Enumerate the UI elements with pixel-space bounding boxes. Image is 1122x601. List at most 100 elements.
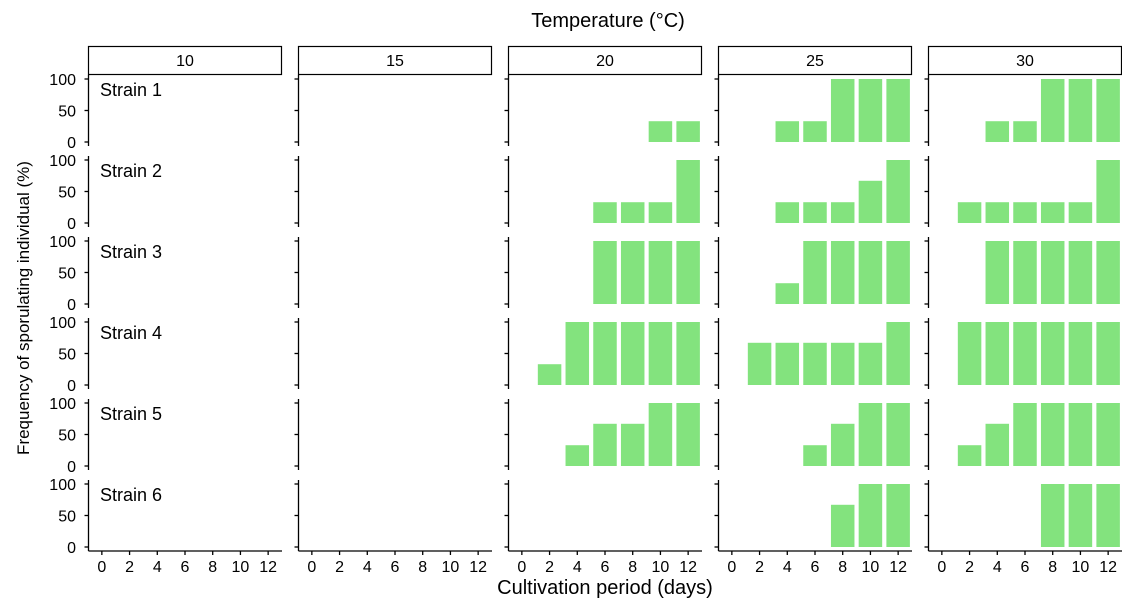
x-tick-label: 10 bbox=[232, 559, 250, 576]
x-tick-label: 0 bbox=[517, 559, 526, 576]
y-axis-label: Frequency of sporulating individual (%) bbox=[14, 161, 33, 455]
bar bbox=[858, 241, 883, 304]
x-tick-label: 0 bbox=[727, 559, 736, 576]
bar bbox=[648, 202, 673, 223]
bar bbox=[1096, 241, 1120, 304]
bar bbox=[1068, 202, 1093, 223]
facet-label-10: 10 bbox=[176, 53, 194, 70]
x-tick-label: 0 bbox=[97, 559, 106, 576]
x-tick-label: 8 bbox=[208, 559, 217, 576]
x-tick-label: 4 bbox=[363, 559, 372, 576]
y-tick-label: 50 bbox=[58, 185, 76, 202]
bar bbox=[803, 342, 827, 385]
y-tick-label: 50 bbox=[58, 347, 76, 364]
bar bbox=[1068, 322, 1093, 385]
bar bbox=[1013, 241, 1037, 304]
x-tick-label: 6 bbox=[811, 559, 820, 576]
x-tick-label: 10 bbox=[1072, 559, 1090, 576]
x-tick-label: 2 bbox=[125, 559, 134, 576]
bar bbox=[886, 403, 910, 466]
y-tick-label: 100 bbox=[49, 153, 76, 170]
x-tick-label: 6 bbox=[391, 559, 400, 576]
bar bbox=[593, 202, 617, 223]
bar bbox=[620, 322, 645, 385]
bar bbox=[620, 202, 645, 223]
bar bbox=[648, 403, 673, 466]
bar bbox=[886, 484, 910, 547]
bar bbox=[858, 79, 883, 142]
x-tick-label: 2 bbox=[965, 559, 974, 576]
x-tick-label: 0 bbox=[307, 559, 316, 576]
bar bbox=[957, 202, 982, 223]
bar bbox=[676, 241, 700, 304]
bar bbox=[648, 121, 673, 142]
facet-strip-15 bbox=[297, 45, 493, 76]
y-tick-label: 0 bbox=[67, 297, 76, 314]
bar bbox=[1040, 403, 1065, 466]
facet-strip-30 bbox=[927, 45, 1122, 76]
y-tick-label: 0 bbox=[67, 459, 76, 476]
bar bbox=[1040, 79, 1065, 142]
facet-strip-20 bbox=[507, 45, 703, 76]
chart-title: Temperature (°C) bbox=[531, 10, 685, 32]
bar bbox=[830, 342, 855, 385]
x-tick-label: 10 bbox=[862, 559, 880, 576]
bar bbox=[1096, 322, 1120, 385]
bar bbox=[593, 423, 617, 466]
strain-label: Strain 4 bbox=[100, 323, 162, 343]
facet-label-20: 20 bbox=[596, 53, 614, 70]
bar bbox=[1040, 202, 1065, 223]
bar bbox=[593, 322, 617, 385]
bar bbox=[1013, 403, 1037, 466]
bar bbox=[1040, 322, 1065, 385]
x-tick-label: 10 bbox=[442, 559, 460, 576]
bar bbox=[1096, 160, 1120, 223]
bar bbox=[803, 241, 827, 304]
x-tick-label: 4 bbox=[993, 559, 1002, 576]
bar bbox=[830, 504, 855, 547]
bar bbox=[985, 322, 1010, 385]
bar bbox=[985, 423, 1010, 466]
bar bbox=[747, 342, 772, 385]
bar bbox=[676, 160, 700, 223]
bar bbox=[676, 322, 700, 385]
x-tick-label: 6 bbox=[181, 559, 190, 576]
bar bbox=[803, 445, 827, 466]
x-tick-label: 8 bbox=[628, 559, 637, 576]
y-tick-label: 0 bbox=[67, 135, 76, 152]
x-tick-label: 6 bbox=[1021, 559, 1030, 576]
bar bbox=[1068, 79, 1093, 142]
bar bbox=[593, 241, 617, 304]
facet-label-30: 30 bbox=[1016, 53, 1034, 70]
y-tick-label: 50 bbox=[58, 428, 76, 445]
bar bbox=[858, 342, 883, 385]
strain-label: Strain 6 bbox=[100, 485, 162, 505]
x-tick-label: 6 bbox=[601, 559, 610, 576]
x-tick-label: 8 bbox=[418, 559, 427, 576]
bar bbox=[1096, 79, 1120, 142]
y-tick-label: 0 bbox=[67, 378, 76, 395]
bar bbox=[565, 322, 590, 385]
y-tick-label: 50 bbox=[58, 266, 76, 283]
bar bbox=[957, 322, 982, 385]
bar bbox=[985, 202, 1010, 223]
x-tick-label: 2 bbox=[335, 559, 344, 576]
bar bbox=[648, 241, 673, 304]
x-axis-label: Cultivation period (days) bbox=[497, 577, 713, 599]
x-tick-label: 4 bbox=[573, 559, 582, 576]
x-tick-label: 2 bbox=[545, 559, 554, 576]
y-tick-label: 100 bbox=[49, 315, 76, 332]
y-tick-label: 50 bbox=[58, 104, 76, 121]
bar bbox=[775, 202, 800, 223]
bar bbox=[1013, 121, 1037, 142]
bar bbox=[985, 241, 1010, 304]
bar bbox=[886, 322, 910, 385]
bar bbox=[1013, 322, 1037, 385]
bar bbox=[1040, 484, 1065, 547]
x-tick-label: 12 bbox=[889, 559, 907, 576]
facet-strip-10 bbox=[87, 45, 283, 76]
bar bbox=[858, 180, 883, 223]
bar bbox=[1068, 403, 1093, 466]
x-tick-label: 10 bbox=[652, 559, 670, 576]
bar bbox=[620, 423, 645, 466]
